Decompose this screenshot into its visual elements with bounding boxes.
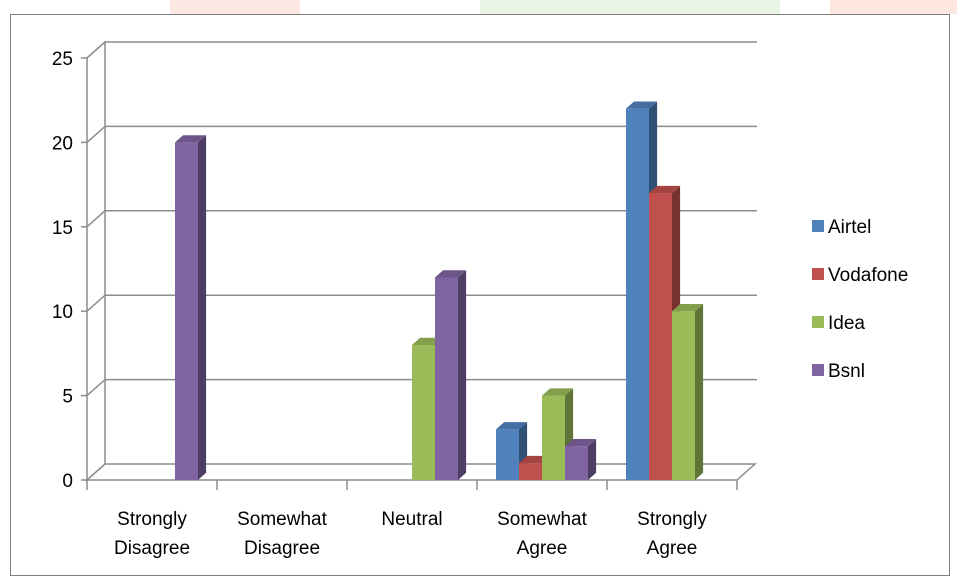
gridline	[86, 294, 757, 312]
bar-front	[175, 142, 198, 480]
legend-swatch	[812, 220, 824, 232]
side-wall	[86, 40, 106, 482]
bar-side	[198, 135, 207, 480]
gridline	[86, 210, 757, 228]
y-tick-label: 25	[52, 49, 73, 70]
legend-label: Airtel	[828, 217, 871, 238]
gridline	[86, 41, 757, 59]
y-tick-label: 10	[52, 302, 73, 323]
bars	[175, 101, 704, 481]
legend-item-airtel: Airtel	[812, 217, 871, 238]
bar-bsnl	[435, 270, 467, 480]
bar-front	[542, 395, 565, 480]
legend-swatch	[812, 316, 824, 328]
bar-top	[565, 439, 597, 447]
bar-top	[649, 185, 681, 194]
legend-item-bsnl: Bsnl	[812, 361, 865, 382]
bar-side	[588, 439, 597, 480]
bar-side	[458, 270, 467, 480]
bar-front	[626, 108, 649, 480]
legend-label: Idea	[828, 313, 865, 334]
bar-front	[496, 429, 519, 480]
top-decorative-strip	[0, 0, 957, 14]
gridline	[86, 378, 757, 397]
legend-item-idea: Idea	[812, 313, 865, 334]
bar-top	[435, 270, 467, 278]
bar-front	[435, 277, 458, 480]
legend-swatch	[812, 364, 824, 376]
top-strip-green-blob	[480, 0, 780, 14]
legend-item-vodafone: Vodafone	[812, 265, 908, 286]
top-strip-pink-blob	[830, 0, 957, 14]
y-tick-label: 0	[62, 471, 73, 492]
y-tick-label: 5	[62, 387, 73, 408]
bar-airtel	[496, 422, 528, 480]
legend-label: Vodafone	[828, 265, 908, 286]
y-axis-ticks: 0 5 10 15 20 25	[52, 49, 87, 492]
bar-top	[542, 388, 574, 396]
x-tick-label: Somewhat Agree	[497, 509, 587, 559]
x-tick-label: Strongly Agree	[637, 509, 707, 559]
legend-swatch	[812, 268, 824, 280]
bar-idea	[672, 304, 704, 480]
bar-front	[649, 193, 672, 481]
bar-front	[519, 463, 542, 480]
x-tick-label: Neutral	[381, 509, 442, 530]
x-tick-label: Strongly Disagree	[114, 509, 190, 559]
bar-top	[496, 422, 528, 430]
gridline	[86, 125, 757, 143]
bar-bsnl	[175, 135, 207, 480]
bar-front	[565, 446, 588, 480]
legend-label: Bsnl	[828, 361, 865, 382]
bar-top	[626, 101, 658, 109]
bar-front	[672, 311, 695, 480]
bar-side	[695, 304, 704, 480]
top-strip-red-blob	[170, 0, 300, 14]
gridlines	[86, 41, 757, 397]
x-axis-ticks: Strongly Disagree Somewhat Disagree Neutral S…	[86, 480, 738, 559]
x-tick-label: Somewhat Disagree	[237, 509, 327, 559]
bar-top	[175, 135, 207, 143]
legend: Airtel Vodafone Idea Bsnl	[812, 217, 908, 382]
y-tick-label: 20	[52, 133, 73, 154]
y-tick-label: 15	[52, 218, 73, 239]
bar-bsnl	[565, 439, 597, 480]
bar-top	[672, 304, 704, 312]
bar-front	[412, 344, 435, 480]
